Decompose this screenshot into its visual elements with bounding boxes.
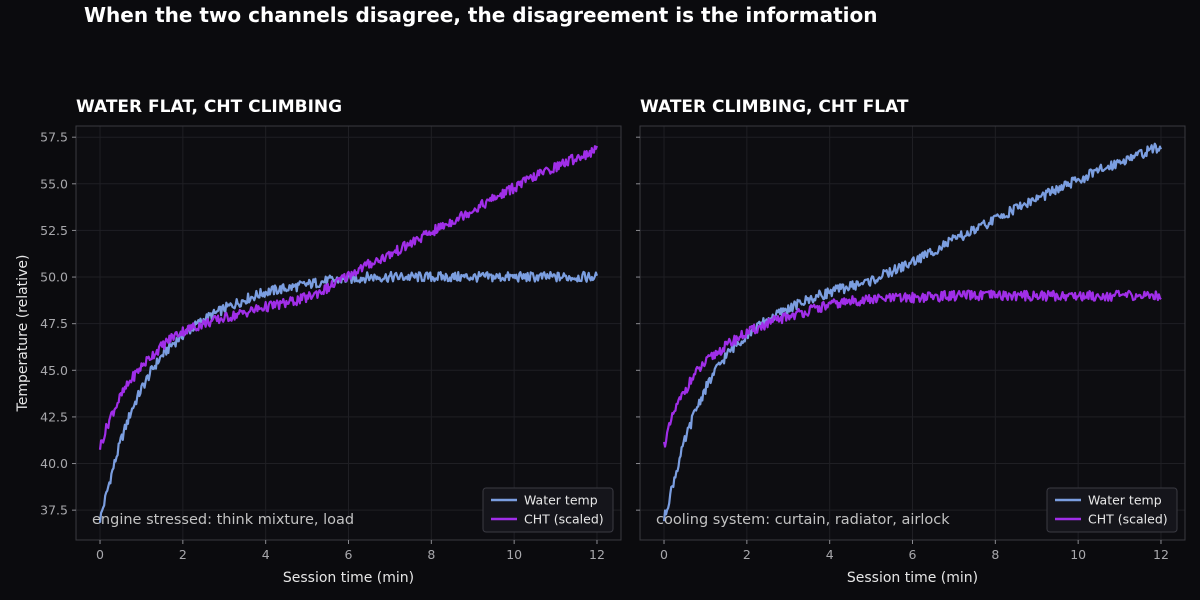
series-line-cht <box>98 145 599 450</box>
y-tick-label: 47.5 <box>40 316 68 331</box>
x-tick-label: 12 <box>1153 547 1169 562</box>
y-tick-label: 52.5 <box>40 223 68 238</box>
x-tick-label: 6 <box>345 547 353 562</box>
x-tick-label: 0 <box>96 547 104 562</box>
x-tick-label: 4 <box>826 547 834 562</box>
panel-annotation: cooling system: curtain, radiator, airlo… <box>656 512 950 528</box>
x-tick-label: 10 <box>1070 547 1086 562</box>
x-tick-label: 10 <box>506 547 522 562</box>
y-tick-label: 57.5 <box>40 130 68 145</box>
y-tick-label: 37.5 <box>40 503 68 518</box>
panel-right: 0 2 4 6 8 10 12 WATER CLIMBING, CHT FLAT Session… <box>636 97 1186 586</box>
panel-title: WATER FLAT, CHT CLIMBING <box>76 97 342 117</box>
x-tick-label: 12 <box>589 547 605 562</box>
x-axis-label: Session time (min) <box>847 570 978 586</box>
x-tick-label: 4 <box>262 547 270 562</box>
y-axis-label: Temperature (relative) <box>15 255 31 413</box>
y-tick-label: 50.0 <box>40 270 68 285</box>
x-tick-label: 2 <box>179 547 187 562</box>
x-tick-label: 6 <box>909 547 917 562</box>
legend-label: CHT (scaled) <box>524 512 604 527</box>
x-axis-label: Session time (min) <box>283 570 414 586</box>
x-tick-label: 2 <box>743 547 751 562</box>
y-tick-label: 42.5 <box>40 409 68 424</box>
legend-label: Water temp <box>1088 493 1162 508</box>
panel-title: WATER CLIMBING, CHT FLAT <box>640 97 909 117</box>
legend-label: Water temp <box>524 493 598 508</box>
y-tick-label: 55.0 <box>40 176 68 191</box>
y-tick-label: 45.0 <box>40 363 68 378</box>
x-tick-label: 8 <box>427 547 435 562</box>
x-tick-label: 8 <box>991 547 999 562</box>
series-line-cht <box>662 289 1162 448</box>
panel-left: 0 2 4 6 8 10 12 37.5 40.0 42.5 45.0 47.5 50.0 52.5 55.… <box>15 97 622 586</box>
y-tick-label: 40.0 <box>40 456 68 471</box>
panel-annotation: engine stressed: think mixture, load <box>92 512 354 528</box>
legend-label: CHT (scaled) <box>1088 512 1168 527</box>
x-tick-label: 0 <box>660 547 668 562</box>
figure-title: When the two channels disagree, the disa… <box>84 3 877 27</box>
